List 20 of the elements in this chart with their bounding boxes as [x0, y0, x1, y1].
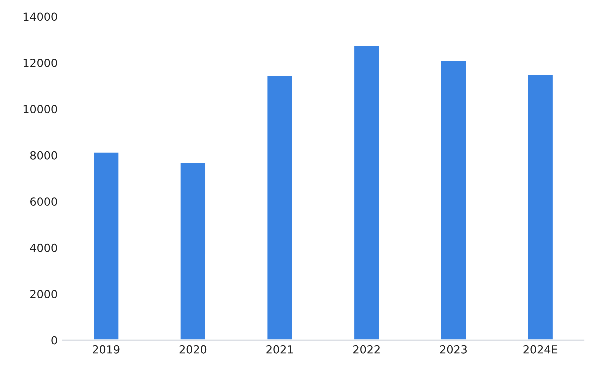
x-tick-label: 2020 — [180, 345, 207, 354]
bar — [440, 60, 468, 340]
x-tick-label: 2023 — [440, 345, 467, 354]
x-tick-label: 2019 — [93, 345, 120, 354]
bar — [179, 162, 207, 340]
y-tick-label: 8000 — [30, 151, 58, 160]
x-tick-label: 2022 — [354, 345, 380, 354]
y-tick-label: 6000 — [30, 198, 58, 206]
y-tick-label: 10000 — [24, 105, 58, 114]
y-tick-label: 0 — [52, 336, 58, 345]
bar — [266, 74, 294, 340]
y-tick-label: 4000 — [30, 244, 58, 252]
x-tick-label: 2024E — [524, 345, 558, 354]
bar — [92, 152, 120, 340]
bar — [526, 74, 554, 340]
x-tick-label: 2021 — [266, 345, 294, 354]
bar — [353, 44, 381, 340]
y-tick-label: 2000 — [30, 290, 58, 299]
y-tick-label: 14000 — [24, 12, 58, 22]
y-tick-label: 12000 — [24, 58, 58, 68]
